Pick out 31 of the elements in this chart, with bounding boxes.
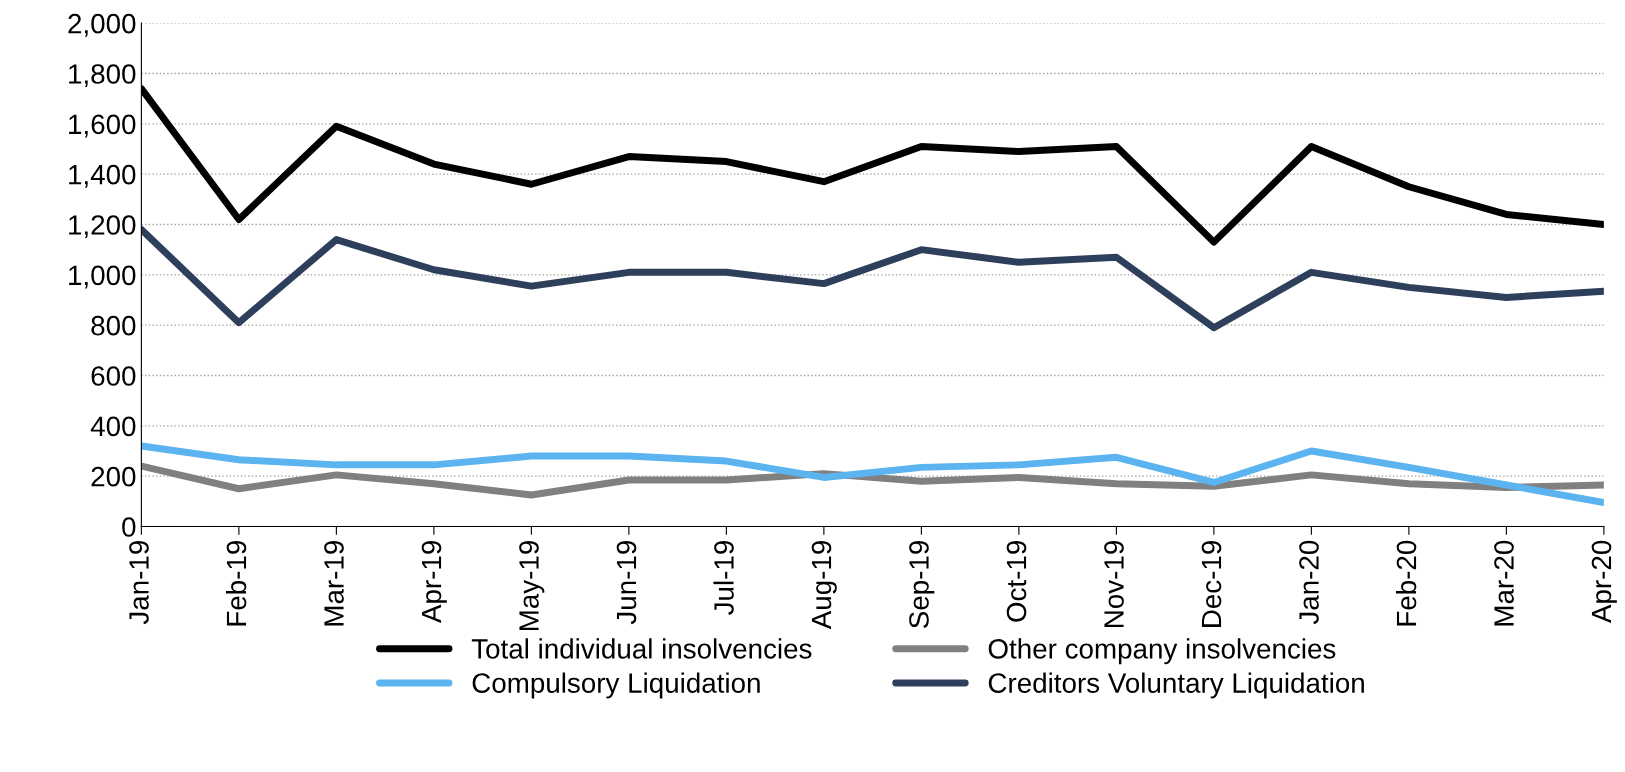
x-tick-label: May-19 [519, 541, 545, 631]
x-tick-label: Jan-19 [129, 541, 149, 625]
y-tick-label: 0 [122, 517, 136, 537]
x-tick-label: Jun-19 [616, 541, 637, 625]
x-tick-label: Dec-19 [1201, 541, 1222, 627]
x-tick-label: Mar-19 [324, 541, 344, 626]
x-tick-label: Feb-19 [225, 541, 247, 626]
x-tick-label: Jan-20 [1299, 540, 1319, 625]
y-tick-label: 1,600 [69, 114, 136, 138]
y-tick-label: 800 [91, 315, 136, 336]
x-tick-label: Apr-19 [421, 541, 447, 624]
x-tick-label: Mar-20 [1494, 540, 1514, 626]
y-tick-label: 1,800 [69, 64, 136, 88]
legend-label: Total individual insolvencies [471, 638, 812, 659]
legend-label: Other company insolvencies [988, 638, 1336, 665]
y-tick-label: 2,000 [68, 13, 136, 37]
x-tick-label: Jul-19 [713, 541, 734, 615]
y-tick-label: 400 [90, 416, 136, 437]
y-tick-label: 1,200 [69, 215, 136, 239]
y-tick-label: 1,400 [69, 164, 136, 188]
legend-label: Creditors Voluntary Liquidation [988, 672, 1364, 699]
y-tick-label: 200 [91, 466, 136, 487]
y-tick-label: 600 [91, 366, 136, 386]
legend-label: Compulsory Liquidation [472, 672, 760, 699]
x-tick-label: Sep-19 [909, 541, 935, 628]
x-tick-label: Apr-20 [1591, 540, 1617, 624]
x-tick-label: Feb-20 [1395, 540, 1417, 626]
x-tick-label: Oct-19 [1006, 541, 1027, 622]
y-tick-label: 1,000 [69, 265, 136, 289]
x-tick-label: Aug-19 [811, 541, 837, 630]
x-tick-label: Nov-19 [1104, 541, 1124, 627]
